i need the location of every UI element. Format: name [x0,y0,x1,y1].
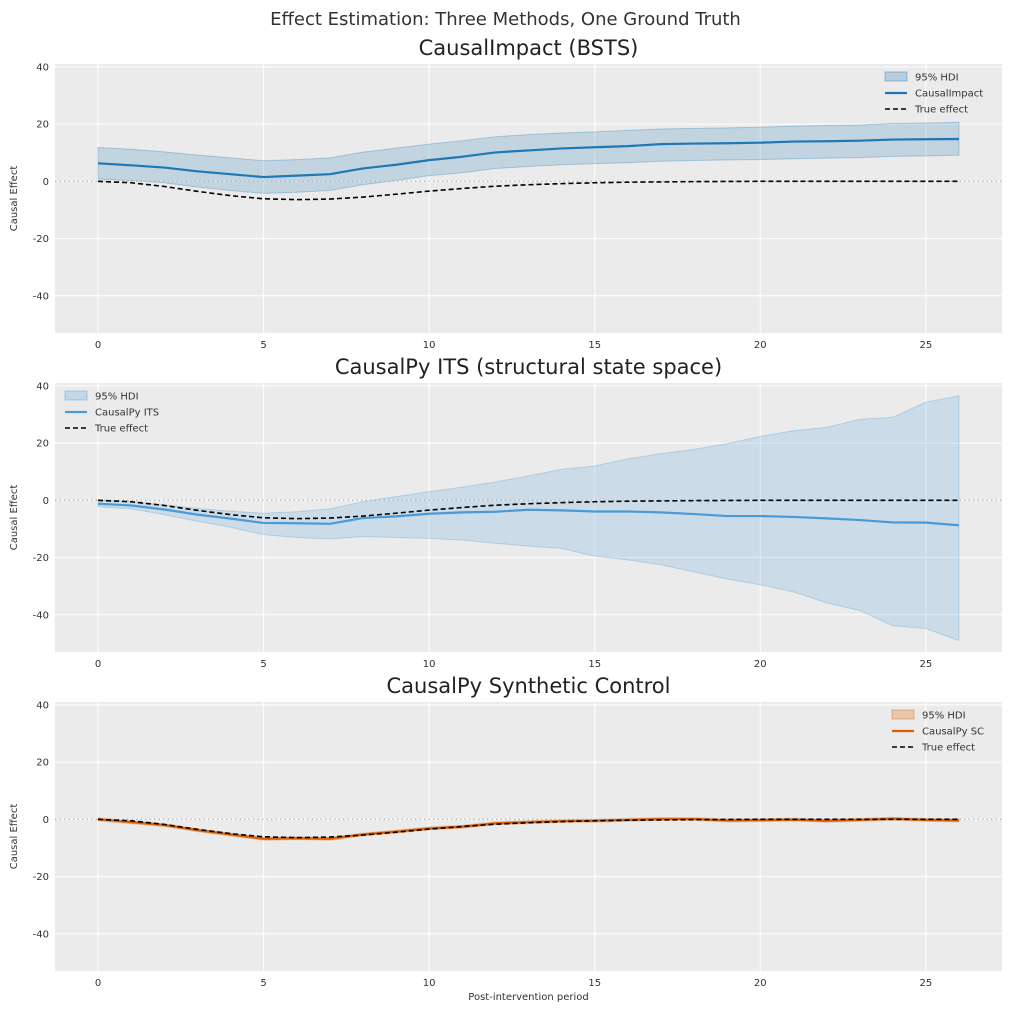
chart-panel-2: CausalPy ITS (structural state space) 0 5 1… [9,355,1002,670]
legend-band-swatch [891,709,915,720]
x-tick-label: 15 [588,340,601,351]
x-tick-label: 15 [588,659,601,670]
x-axis-label: Post-intervention period [468,992,588,1003]
panel-title: CausalPy ITS (structural state space) [335,355,722,379]
x-tick-label: 25 [919,340,932,351]
y-tick-label: 0 [43,496,49,507]
plot-area [55,702,1002,971]
panels: CausalImpact (BSTS) 0 5 10 15 20 25 -40 -20 0 20 40… [9,36,1002,1003]
panel-title: CausalPy Synthetic Control [387,674,671,698]
y-tick-label: 40 [36,700,49,711]
true-effect-line [98,180,959,201]
legend-label: True effect [921,743,975,754]
estimate-line [97,502,960,527]
true-effect-line [98,499,959,520]
hdi-band [97,395,960,642]
figure-title: Effect Estimation: Three Methods, One Gr… [270,9,741,30]
y-tick-label: 0 [43,177,49,188]
legend-label: True effect [914,105,968,116]
y-tick-label: -20 [33,553,49,564]
y-tick-label: 20 [36,439,49,450]
y-tick-label: -40 [33,291,49,302]
y-axis-label: Causal Effect [9,166,20,232]
x-tick-label: 20 [754,659,767,670]
legend-label: CausalPy ITS [95,408,159,419]
legend-band-swatch [64,390,88,401]
x-tick-label: 25 [919,659,932,670]
estimate-line [97,137,959,179]
x-tick-label: 25 [919,978,932,989]
y-tick-label: 20 [36,758,49,769]
legend: 95% HDI CausalImpact True effect [884,71,983,116]
x-tick-label: 5 [260,978,266,989]
chart-panel-3: CausalPy Synthetic Control 0 5 10 15 20 25 -40 -… [9,674,1002,1003]
x-tick-label: 10 [423,340,436,351]
x-tick-label: 20 [754,340,767,351]
panel-title: CausalImpact (BSTS) [419,36,639,60]
x-tick-label: 20 [754,978,767,989]
y-tick-label: 20 [36,120,49,131]
legend-label: True effect [94,424,148,435]
legend-label: 95% HDI [95,392,139,403]
y-tick-label: -40 [33,929,49,940]
y-axis-label: Causal Effect [9,485,20,551]
legend-label: CausalPy SC [922,727,984,738]
y-tick-label: -40 [33,610,49,621]
y-tick-label: -20 [33,872,49,883]
true-effect-line [98,818,959,839]
chart-panel-1: CausalImpact (BSTS) 0 5 10 15 20 25 -40 -20 0 20 40… [9,36,1002,351]
x-tick-label: 15 [588,978,601,989]
legend: 95% HDI CausalPy SC True effect [891,709,984,754]
x-tick-label: 0 [95,978,101,989]
legend: 95% HDI CausalPy ITS True effect [64,390,159,435]
legend-label: 95% HDI [922,711,966,722]
legend-band-swatch [884,71,908,82]
x-tick-label: 0 [95,659,101,670]
plot-area [55,64,1002,333]
y-tick-label: -20 [33,234,49,245]
y-tick-label: 0 [43,815,49,826]
x-tick-label: 10 [423,978,436,989]
y-axis-label: Causal Effect [9,804,20,870]
x-tick-label: 10 [423,659,436,670]
x-tick-label: 0 [95,340,101,351]
y-tick-label: 40 [36,381,49,392]
x-tick-label: 5 [260,340,266,351]
legend-label: CausalImpact [915,89,983,100]
legend-label: 95% HDI [915,73,959,84]
y-tick-label: 40 [36,62,49,73]
x-tick-label: 5 [260,659,266,670]
